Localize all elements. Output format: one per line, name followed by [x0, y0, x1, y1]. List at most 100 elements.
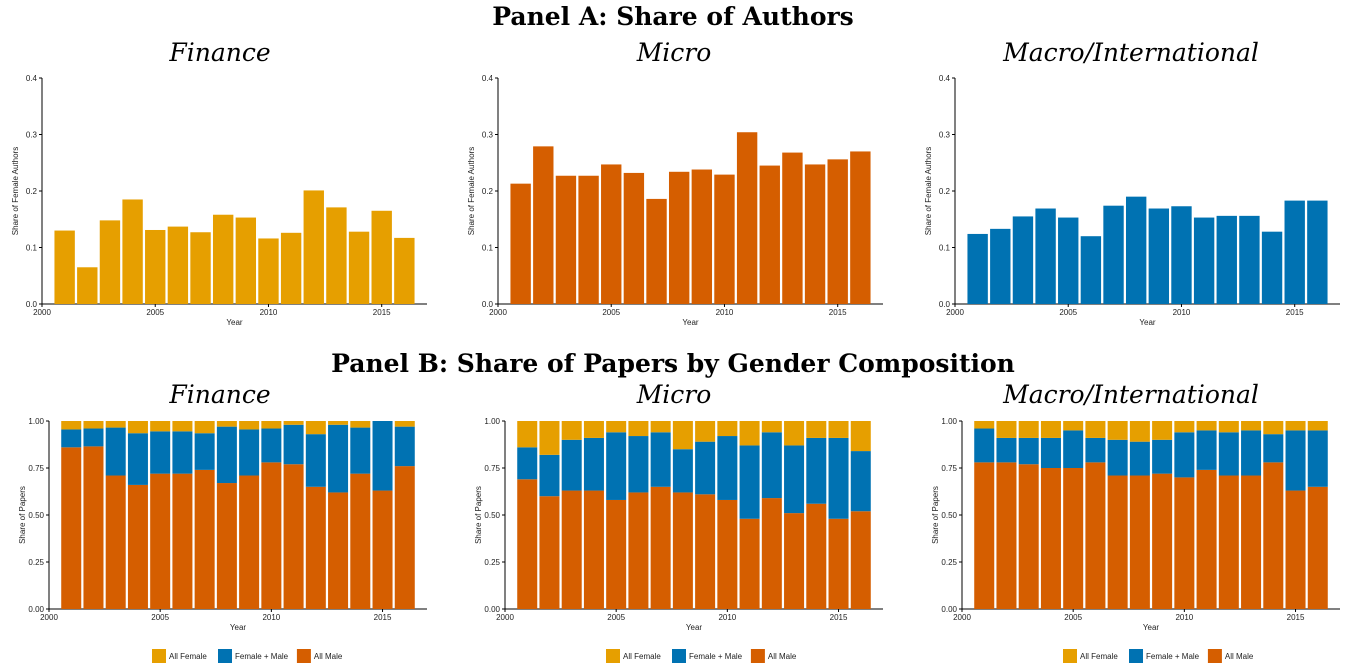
- chart-3-bar-all-male: [261, 462, 282, 609]
- chart-2-y-tick-label: 0.1: [939, 244, 951, 253]
- chart-5-bar-all-male: [1152, 473, 1173, 609]
- legend-2-label: All Male: [1225, 652, 1254, 661]
- chart-3-bar-female-male: [328, 424, 349, 493]
- chart-4-y-tick-label: 0.25: [484, 558, 500, 567]
- chart-3-bar-female-male: [194, 433, 215, 470]
- chart-3-bar-female-male: [305, 434, 326, 487]
- chart-4-bar-all-female: [650, 421, 671, 433]
- chart-1-x-tick-label: 2010: [716, 308, 734, 317]
- chart-2-bar: [1148, 208, 1170, 304]
- chart-title-finance-b: Finance: [169, 380, 271, 409]
- chart-5-bar-all-female: [996, 421, 1017, 438]
- chart-2-bar: [967, 233, 988, 304]
- chart-2-y-tick-label: 0.0: [939, 300, 951, 309]
- chart-4-bar-all-female: [806, 421, 827, 438]
- chart-3-bar-all-male: [172, 473, 193, 609]
- chart-3-y-tick-label: 0.50: [28, 511, 44, 520]
- chart-1-bar: [578, 175, 599, 304]
- chart-5-bar-all-male: [1107, 475, 1128, 609]
- chart-3-bar-all-male: [239, 475, 260, 609]
- chart-5-bar-all-male: [1285, 490, 1306, 609]
- chart-0-bar: [190, 232, 211, 304]
- chart-5-bar-all-female: [1018, 421, 1039, 438]
- chart-2-bar: [1284, 200, 1305, 304]
- chart-1-y-tick-label: 0.4: [482, 74, 494, 83]
- chart-4-bar-all-female: [761, 421, 782, 433]
- chart-5-bar-female-male: [1263, 434, 1284, 463]
- chart-5-y-axis-label: Share of Papers: [931, 486, 940, 544]
- chart-4-bar-female-male: [672, 449, 693, 493]
- chart-5-bar-female-male: [1085, 437, 1106, 463]
- chart-4-bar-all-female: [717, 421, 738, 437]
- chart-3-bar-all-male: [283, 464, 304, 609]
- chart-0-y-tick-label: 0.4: [26, 74, 38, 83]
- chart-3-bar-all-female: [328, 421, 349, 425]
- chart-4-bar-all-female: [606, 421, 627, 433]
- chart-5-bar-all-male: [974, 462, 995, 609]
- legend-1-swatch: [672, 649, 686, 663]
- chart-5-x-tick-label: 2000: [953, 613, 971, 622]
- chart-0-y-tick-label: 0.2: [26, 187, 38, 196]
- chart-2-bar: [1125, 196, 1147, 304]
- chart-4-bar-all-male: [828, 518, 849, 609]
- chart-0-bar: [99, 220, 121, 304]
- chart-1-y-axis-label: Share of Female Authors: [467, 147, 476, 236]
- chart-0-bar: [212, 214, 234, 304]
- chart-2-bar: [1058, 217, 1079, 304]
- chart-3-bar-all-female: [261, 421, 282, 429]
- chart-4-y-axis-label: Share of Papers: [474, 486, 483, 544]
- chart-1-bar: [759, 165, 780, 304]
- chart-5-x-axis-label: Year: [1143, 623, 1160, 632]
- chart-3-bar-all-male: [394, 466, 415, 609]
- chart-3-bar-all-male: [150, 473, 171, 609]
- chart-5-bar-all-male: [1063, 468, 1084, 609]
- chart-0-x-tick-label: 2010: [260, 308, 278, 317]
- legend-2-label: Female + Male: [1146, 652, 1200, 661]
- chart-5-bar-all-female: [1152, 421, 1173, 440]
- chart-4-bar-all-female: [739, 421, 760, 446]
- chart-4-bar-all-male: [517, 479, 538, 609]
- chart-4-bar-all-female: [784, 421, 805, 446]
- chart-4-y-tick-label: 0.50: [484, 511, 500, 520]
- chart-3-bar-female-male: [239, 429, 260, 476]
- chart-5-bar-all-female: [1040, 421, 1061, 438]
- legend-1-label: All Female: [623, 652, 661, 661]
- chart-4-bar-female-male: [606, 432, 627, 500]
- chart-4-bar-female-male: [717, 436, 738, 500]
- chart-1-y-tick-label: 0.2: [482, 187, 494, 196]
- chart-3-bar-all-male: [83, 446, 104, 609]
- chart-5-bar-all-female: [1218, 421, 1239, 433]
- chart-5-bar-female-male: [1307, 430, 1328, 487]
- chart-4-bar-all-male: [784, 513, 805, 609]
- chart-5-bar-all-male: [1085, 462, 1106, 609]
- chart-5-bar-all-male: [1040, 468, 1061, 609]
- chart-2-bar: [990, 228, 1011, 304]
- chart-4-bar-female-male: [583, 437, 604, 491]
- chart-3-bar-female-male: [350, 427, 371, 474]
- chart-3-y-tick-label: 0.75: [28, 464, 44, 473]
- chart-5-bar-female-male: [996, 437, 1017, 463]
- chart-5-bar-all-female: [1129, 421, 1150, 442]
- chart-0-y-axis-label: Share of Female Authors: [11, 147, 20, 236]
- chart-1-bar: [668, 171, 690, 304]
- chart-5-bar-female-male: [1129, 441, 1150, 476]
- chart-5-bar-all-male: [1129, 475, 1150, 609]
- chart-1-bar: [510, 183, 531, 304]
- chart-3-bar-all-female: [216, 421, 237, 427]
- chart-5-bar-female-male: [1018, 437, 1039, 465]
- chart-1-bar: [782, 152, 803, 304]
- chart-5-bar-all-male: [1174, 477, 1195, 609]
- chart-2-bar: [1239, 215, 1260, 304]
- chart-3-x-tick-label: 2005: [151, 613, 169, 622]
- chart-5-x-tick-label: 2015: [1287, 613, 1305, 622]
- legend-2-swatch: [1129, 649, 1143, 663]
- chart-3-bar-all-male: [127, 484, 148, 609]
- legend-2-label: All Female: [1080, 652, 1118, 661]
- chart-0-bar: [394, 237, 415, 304]
- panel-a-title: Panel A: Share of Authors: [492, 2, 854, 31]
- chart-4-bar-female-male: [784, 445, 805, 514]
- chart-5-bar-all-female: [1063, 421, 1084, 431]
- chart-4-bar-female-male: [650, 432, 671, 487]
- chart-5-y-tick-label: 0.00: [941, 605, 957, 614]
- chart-3-bar-all-female: [239, 421, 260, 430]
